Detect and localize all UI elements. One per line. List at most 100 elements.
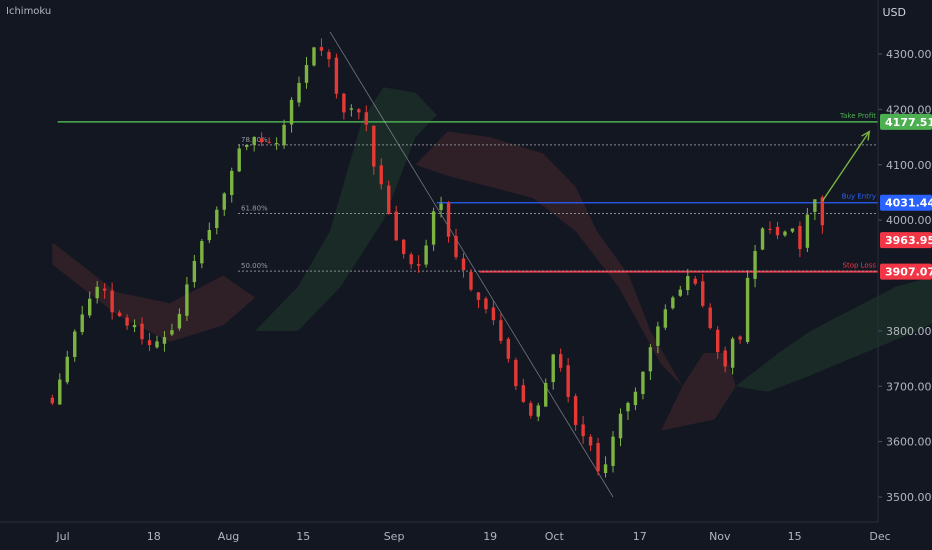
candle-body <box>102 288 107 291</box>
candle-body <box>641 371 645 395</box>
candle-body <box>289 99 294 125</box>
candle-body <box>401 239 406 254</box>
candle <box>603 456 608 478</box>
candle-body <box>566 365 570 397</box>
time-tick-label: 19 <box>483 530 497 543</box>
candle <box>454 228 458 260</box>
candle-body <box>357 109 361 113</box>
candle-body <box>484 298 488 310</box>
candle-body <box>558 354 563 368</box>
price-badge <box>880 113 932 130</box>
candle-body <box>379 165 383 185</box>
candle <box>798 221 802 257</box>
candle <box>499 313 503 344</box>
candle <box>357 108 361 120</box>
indicator-label[interactable]: Ichimoku <box>6 6 52 17</box>
price-tick-label: 3500.00 <box>886 491 932 504</box>
candle-body <box>551 354 555 383</box>
candle-body <box>656 326 660 346</box>
candle <box>155 335 159 349</box>
candle-body <box>387 185 391 214</box>
candle-body <box>342 93 346 113</box>
candle-body <box>259 138 264 143</box>
candle-body <box>334 57 339 94</box>
candle <box>401 239 406 259</box>
candle <box>80 305 84 335</box>
candle <box>102 282 107 299</box>
annotations <box>822 130 871 202</box>
time-tick-label: Dec <box>869 530 890 543</box>
candle-body <box>230 170 234 196</box>
candle-body <box>147 340 152 346</box>
candle <box>140 317 144 345</box>
price-levels: Take Profit Buy Entry Stop Loss <box>57 112 878 273</box>
candle-body <box>715 329 720 353</box>
price-axis[interactable]: 4300.00 4200.00 4100.00 4000.00 3800.00 3700.… <box>877 0 932 522</box>
time-tick-label: Nov <box>709 530 731 543</box>
candle <box>573 393 578 431</box>
candle-body <box>544 382 548 407</box>
candle-body <box>603 464 608 474</box>
level-label: Take Profit <box>839 112 876 120</box>
candle-body <box>140 323 144 340</box>
time-tick-label: Oct <box>545 530 565 543</box>
candle-body <box>514 359 518 387</box>
price-badge <box>880 194 932 211</box>
candle-body <box>297 82 301 103</box>
price-badge <box>880 263 932 280</box>
candle <box>551 353 555 390</box>
price-tick-label: 4100.00 <box>886 159 932 172</box>
candle <box>200 238 204 269</box>
candle-body <box>162 337 167 344</box>
candle-body <box>686 276 690 291</box>
candle <box>252 136 256 152</box>
candle <box>820 195 825 234</box>
candle <box>783 230 787 238</box>
candle-body <box>207 230 212 241</box>
candle <box>394 205 398 241</box>
candle-body <box>738 336 742 340</box>
target-arrow-line <box>822 131 870 202</box>
candle <box>207 222 212 244</box>
candle <box>656 321 660 354</box>
candle <box>581 415 585 444</box>
candle-body <box>327 52 331 60</box>
candles <box>50 38 825 478</box>
candle <box>484 296 488 314</box>
candle-body <box>252 136 256 145</box>
candle-body <box>58 379 62 405</box>
candle-body <box>521 385 526 402</box>
candle-body <box>282 124 286 146</box>
candle <box>671 295 675 310</box>
candle-body <box>813 199 817 212</box>
candle <box>58 373 62 405</box>
candle-body <box>110 290 114 313</box>
candle-body <box>469 272 473 290</box>
time-tick-label: 15 <box>296 530 310 543</box>
price-tick-label: 4200.00 <box>886 103 932 116</box>
candle <box>230 167 234 203</box>
price-tick-label: 3800.00 <box>886 325 932 338</box>
candle <box>745 270 750 344</box>
candle-body <box>648 347 653 372</box>
price-tick-label: 3600.00 <box>886 436 932 449</box>
trend-line <box>329 31 614 498</box>
candle <box>708 303 712 330</box>
candle-body <box>633 391 638 406</box>
candle-body <box>461 258 466 271</box>
time-axis[interactable]: Jul18Aug15Sep19Oct17Nov15Dec1520 <box>0 521 932 543</box>
candle <box>805 208 810 253</box>
candle <box>760 227 765 251</box>
candle-body <box>364 112 369 125</box>
candle-body <box>536 405 540 417</box>
candle <box>618 408 623 447</box>
candle-body <box>50 397 55 404</box>
candle-body <box>581 424 585 437</box>
candle <box>730 336 735 375</box>
candle <box>50 394 55 406</box>
candle-body <box>446 202 451 237</box>
price-level-badges: 4177.51 4031.44 3907.07 3963.95 <box>880 113 932 280</box>
candle-body <box>775 226 780 236</box>
candle-body <box>805 214 810 248</box>
